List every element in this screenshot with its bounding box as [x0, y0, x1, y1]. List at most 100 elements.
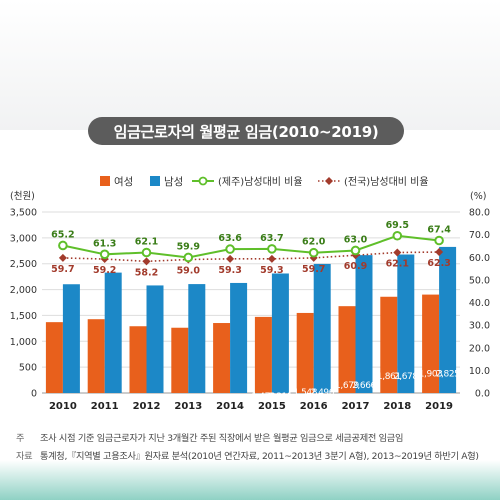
- bar-label-female: 1,472: [252, 392, 276, 402]
- bar-male: [104, 272, 122, 393]
- legend-swatch-female: [100, 176, 110, 186]
- header-background: [0, 0, 500, 130]
- bar-label-female: 1,427: [84, 394, 108, 404]
- bar-label-male: 2,080: [143, 401, 167, 411]
- y-right-tick-label: 0.0: [475, 389, 490, 400]
- label-national: 60.9: [344, 261, 367, 272]
- y-left-tick-label: 2,500: [10, 259, 37, 270]
- chart-title: 임금근로자의 월평균 임금(2010~2019): [88, 117, 404, 145]
- bar-label-female: 1,861: [377, 372, 401, 382]
- bar-label-male: 2,128: [227, 398, 251, 408]
- bar-label-female: 1,903: [419, 370, 443, 380]
- point-jeju: [99, 249, 110, 260]
- point-national: [435, 248, 444, 257]
- bar-label-male: 2,666: [352, 381, 376, 391]
- y-left-tick-label: 1,000: [10, 337, 37, 348]
- y-right-tick-label: 10.0: [469, 366, 490, 377]
- bar-male: [188, 284, 206, 393]
- bar-label-male: 2,825: [436, 370, 460, 380]
- x-tick-label: 2019: [425, 401, 453, 412]
- label-jeju: 59.9: [177, 241, 200, 252]
- y-left-tick-label: 500: [19, 363, 37, 374]
- bar-female: [213, 323, 231, 393]
- label-national: 59.7: [302, 264, 325, 275]
- source-row: 자료 통계청,『지역별 고용조사』원자료 분석(2010년 연간자료, 2011…: [16, 448, 496, 466]
- label-jeju: 61.3: [93, 238, 116, 249]
- point-national: [309, 253, 318, 262]
- label-jeju: 62.1: [135, 236, 158, 247]
- bar-label-female: 1,262: [168, 403, 192, 413]
- x-tick-label: 2017: [342, 401, 370, 412]
- note-text: 조사 시점 기준 임금근로자가 지난 3개월간 주된 직장에서 받은 월평균 임…: [40, 433, 404, 444]
- y-left-tick-label: 0: [31, 389, 37, 400]
- bar-label-female: 1,548: [293, 388, 317, 398]
- bar-label-female: 1,370: [43, 397, 67, 407]
- bar-label-female: 1,353: [210, 398, 234, 408]
- y-right-tick-label: 40.0: [469, 298, 490, 309]
- note-row: 주 조사 시점 기준 임금근로자가 지난 3개월간 주된 직장에서 받은 월평균…: [16, 430, 496, 448]
- label-national: 62.1: [386, 258, 409, 269]
- note-key: 주: [16, 433, 25, 444]
- point-jeju: [141, 247, 152, 258]
- legend-label-national: (전국)남성대비 비율: [344, 176, 429, 188]
- legend-swatch-male: [150, 176, 160, 186]
- bar-label-male: 2,311: [269, 392, 293, 402]
- bar-male: [397, 254, 415, 393]
- bar-male: [230, 282, 248, 393]
- bar-female: [254, 316, 272, 393]
- x-tick-label: 2013: [174, 401, 202, 412]
- y-right-tick-label: 60.0: [469, 253, 490, 264]
- bar-male: [355, 255, 373, 393]
- bar-female: [338, 306, 356, 393]
- line-jeju: [62, 234, 440, 259]
- point-jeju: [267, 244, 277, 254]
- point-jeju: [183, 252, 194, 263]
- x-tick-label: 2015: [258, 401, 286, 412]
- y-left-tick-label: 1,500: [10, 311, 37, 322]
- label-jeju: 67.4: [427, 225, 451, 236]
- y-left-tick-label: 3,500: [10, 208, 37, 219]
- label-national: 59.3: [218, 265, 241, 276]
- bar-female: [171, 327, 189, 393]
- y-right-tick-label: 30.0: [469, 321, 490, 332]
- bar-female: [422, 294, 440, 393]
- point-national: [267, 254, 276, 263]
- point-jeju: [58, 240, 68, 251]
- bar-label-male: 2,496: [310, 388, 334, 398]
- x-tick-label: 2016: [300, 401, 328, 412]
- wage-chart: 여성 남성 (제주)남성대비 비율 (전국)남성대비 비율 (천원) (%) 0 500 1,0…: [10, 176, 490, 413]
- bar-label-female: 1,679: [335, 381, 359, 391]
- legend-marker-jeju: [198, 176, 208, 186]
- bar-label-male: 2,328: [101, 394, 125, 404]
- label-jeju: 63.6: [218, 233, 242, 244]
- point-national: [142, 257, 151, 266]
- chart-notes: 주 조사 시점 기준 임금근로자가 지난 3개월간 주된 직장에서 받은 월평균…: [16, 430, 496, 466]
- label-national: 59.3: [260, 265, 283, 276]
- x-tick-label: 2010: [49, 401, 77, 412]
- label-jeju: 65.2: [51, 229, 74, 240]
- source-key: 자료: [16, 451, 33, 462]
- y-right-tick-label: 50.0: [469, 275, 490, 286]
- label-national: 59.2: [93, 265, 116, 276]
- y-left-tick-label: 2,000: [10, 285, 37, 296]
- legend-label-male: 남성: [164, 176, 183, 188]
- bar-male: [62, 284, 80, 393]
- bar-label-female: 1,291: [126, 401, 150, 411]
- point-jeju: [308, 247, 319, 258]
- bar-female: [45, 322, 63, 393]
- bar-female: [129, 326, 147, 393]
- bar-male: [439, 246, 457, 393]
- label-jeju: 63.7: [260, 233, 283, 244]
- line-national: [62, 251, 440, 263]
- label-national: 62.3: [427, 258, 450, 269]
- label-national: 59.7: [51, 264, 74, 275]
- x-tick-label: 2014: [216, 401, 244, 412]
- point-jeju: [392, 230, 403, 241]
- bar-label-male: 2,103: [60, 397, 84, 407]
- bar-label-male: 2,106: [185, 403, 209, 413]
- label-jeju: 63.0: [344, 234, 368, 245]
- y-right-tick-label: 70.0: [469, 230, 490, 241]
- legend-marker-national: [325, 177, 333, 185]
- y-right-unit-label: (%): [470, 191, 486, 202]
- source-text: 통계청,『지역별 고용조사』원자료 분석(2010년 연간자료, 2011~20…: [40, 451, 479, 462]
